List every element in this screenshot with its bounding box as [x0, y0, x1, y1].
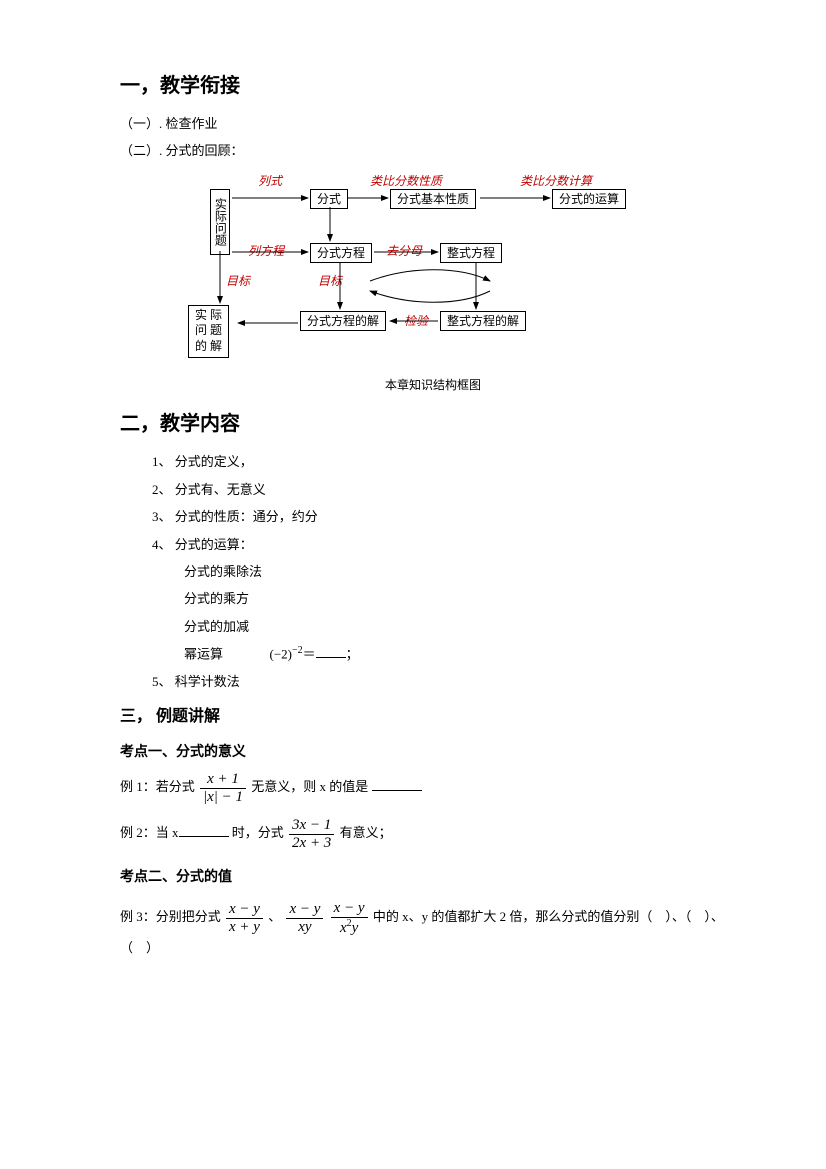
box-prop: 分式基本性质 [390, 189, 476, 209]
example1: 例 1：若分式 x + 1 |x| − 1 无意义，则 x 的值是 [120, 771, 746, 805]
ex1-post: 无意义，则 x 的值是 [251, 779, 368, 794]
box-calc: 分式的运算 [552, 189, 626, 209]
label-mubiao2: 目标 [318, 271, 342, 293]
example3: 例 3：分别把分式 x − y x + y 、 x − y xy x − y x… [120, 900, 746, 959]
s2-item4a: 分式的乘除法 [184, 560, 746, 583]
kp1-heading: 考点一、分式的意义 [120, 740, 746, 765]
s2-item4b: 分式的乘方 [184, 587, 746, 610]
ex1-pre: 例 1：若分式 [120, 779, 195, 794]
ex2-mid: 时，分式 [232, 825, 284, 840]
ex3-f3n: x − y [331, 900, 368, 918]
s2-item5: 5、 科学计数法 [152, 670, 746, 693]
s2-item4: 4、 分式的运算： [152, 533, 746, 556]
s2-item3: 3、 分式的性质：通分，约分 [152, 505, 746, 528]
ex3-frac1: x − y x + y [226, 901, 263, 935]
ex1-num: x + 1 [200, 771, 246, 789]
s2-item4d-eq: ＝ [303, 646, 316, 661]
label-mubiao1: 目标 [226, 271, 250, 293]
s2-item4d-pre: 幂运算 [184, 646, 223, 661]
ex2-fraction: 3x − 1 2x + 3 [289, 817, 334, 851]
ex1-blank [372, 777, 422, 791]
box-sol: 分式方程的解 [300, 311, 386, 331]
ex1-fraction: x + 1 |x| − 1 [200, 771, 246, 805]
ex3-sep1: 、 [268, 909, 281, 924]
diagram-caption: 本章知识结构框图 [120, 375, 746, 397]
sec1-p1: （一）. 检查作业 [120, 112, 746, 135]
kp2-heading: 考点二、分式的值 [120, 865, 746, 890]
ex3-pre: 例 3：分别把分式 [120, 909, 221, 924]
s2-item2: 2、 分式有、无意义 [152, 478, 746, 501]
label-qufenmu: 去分母 [386, 241, 422, 263]
box-eq: 分式方程 [310, 243, 372, 263]
ex2-blank [179, 823, 229, 837]
ex3-frac2: x − y xy [286, 901, 323, 935]
ex2-den: 2x + 3 [289, 835, 334, 852]
s2-item1: 1、 分式的定义， [152, 450, 746, 473]
structure-diagram: 列式 类比分数性质 类比分数计算 实际问题 分式 分式基本性质 分式的运算 列方… [180, 171, 746, 371]
box-zsfc: 整式方程 [440, 243, 502, 263]
ex2-post: 有意义； [340, 825, 392, 840]
ex1-den: |x| − 1 [200, 789, 246, 806]
s2-item4d: 幂运算 (−2)−2＝； [184, 642, 746, 666]
ex3-f1d: x + y [226, 919, 263, 936]
ex3-frac3: x − y x2y [331, 900, 368, 936]
blank-power [316, 644, 346, 658]
section3-heading: 三， 例题讲解 [120, 703, 746, 732]
ex3-f1n: x − y [226, 901, 263, 919]
box-zsol: 整式方程的解 [440, 311, 526, 331]
section1-heading: 一，教学衔接 [120, 68, 746, 104]
box-answer: 实 际 问 题 的 解 [188, 305, 229, 358]
box-source: 实际问题 [210, 189, 230, 255]
s2-item4d-base: (−2) [270, 646, 293, 661]
ex3-f2n: x − y [286, 901, 323, 919]
s2-item4d-exp: −2 [292, 645, 303, 656]
box-fenshi: 分式 [310, 189, 348, 209]
sec1-p2: （二）. 分式的回顾： [120, 139, 746, 162]
section2-heading: 二，教学内容 [120, 406, 746, 442]
ex2-pre: 例 2：当 x [120, 825, 179, 840]
example2: 例 2：当 x 时，分式 3x − 1 2x + 3 有意义； [120, 817, 746, 851]
ex3-f3d: x2y [331, 918, 368, 937]
label-lieshi: 列式 [258, 171, 282, 193]
s2-item4c: 分式的加减 [184, 615, 746, 638]
ex2-num: 3x − 1 [289, 817, 334, 835]
label-jianyan: 检验 [404, 311, 428, 333]
label-liefangcheng: 列方程 [248, 241, 284, 263]
ex3-f2d: xy [286, 919, 323, 936]
